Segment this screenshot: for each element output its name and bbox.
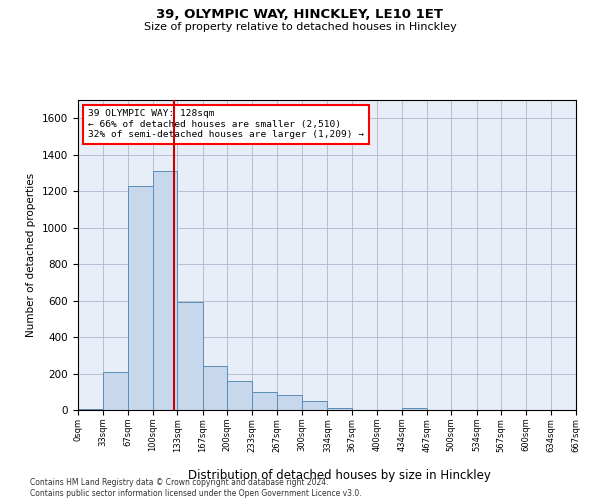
Bar: [252, 392, 277, 410]
Bar: [103, 372, 128, 410]
Bar: [277, 396, 302, 410]
Bar: [227, 381, 252, 410]
Text: Contains HM Land Registry data © Crown copyright and database right 2024.
Contai: Contains HM Land Registry data © Crown c…: [30, 478, 362, 498]
Text: 39, OLYMPIC WAY, HINCKLEY, LE10 1ET: 39, OLYMPIC WAY, HINCKLEY, LE10 1ET: [157, 8, 443, 20]
Text: Size of property relative to detached houses in Hinckley: Size of property relative to detached ho…: [143, 22, 457, 32]
Text: 39 OLYMPIC WAY: 128sqm
← 66% of detached houses are smaller (2,510)
32% of semi-: 39 OLYMPIC WAY: 128sqm ← 66% of detached…: [88, 110, 364, 139]
Bar: [328, 408, 352, 410]
Bar: [302, 401, 328, 410]
Bar: [178, 302, 203, 410]
Bar: [128, 186, 152, 410]
Bar: [152, 171, 178, 410]
Text: Distribution of detached houses by size in Hinckley: Distribution of detached houses by size …: [188, 468, 490, 481]
Y-axis label: Number of detached properties: Number of detached properties: [26, 173, 37, 337]
Bar: [402, 408, 427, 410]
Bar: [78, 409, 103, 410]
Bar: [203, 366, 227, 410]
